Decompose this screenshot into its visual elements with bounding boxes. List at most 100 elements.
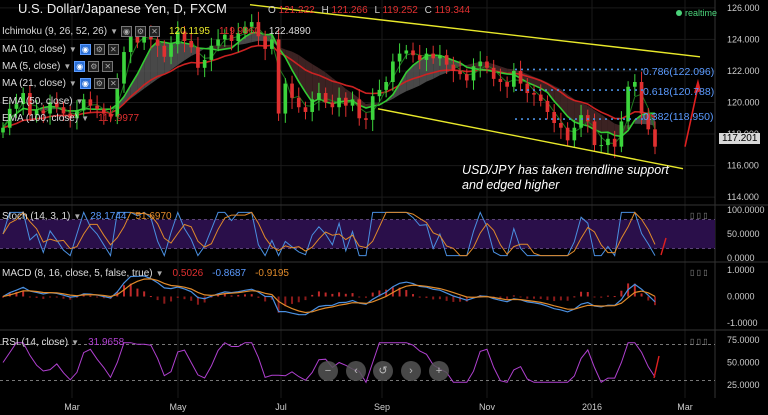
- macd-histogram-bar: [149, 296, 152, 298]
- macd-histogram-bar: [62, 296, 65, 299]
- candle-body: [572, 127, 577, 141]
- y-tick-label: 122.000: [727, 66, 760, 76]
- rsi-tick-label: 25.0000: [727, 380, 760, 390]
- scroll-right-icon[interactable]: ›: [401, 361, 421, 381]
- rsi-pane-controls[interactable]: ▯ ▯ ▯: [690, 337, 708, 346]
- candle-body: [142, 33, 146, 43]
- zoom-in-icon[interactable]: +: [429, 361, 449, 381]
- macd-histogram-bar: [459, 296, 462, 302]
- close-icon[interactable]: ✕: [148, 26, 160, 37]
- y-tick-label: 116.000: [727, 161, 759, 171]
- candle-body: [370, 96, 375, 120]
- macd-histogram-bar: [143, 291, 146, 297]
- macd-histogram-bar: [351, 293, 354, 297]
- ohlc-readout: O 121.222 H 121.266 L 119.252 C 119.344: [268, 5, 471, 16]
- macd-pane-controls[interactable]: ▯ ▯ ▯: [690, 268, 708, 277]
- macd-histogram-bar: [243, 294, 246, 297]
- macd-histogram-bar: [445, 296, 448, 301]
- reset-icon[interactable]: ↺: [373, 361, 393, 381]
- candle-body: [337, 97, 341, 108]
- x-tick-label: Mar: [64, 402, 80, 412]
- trend-channel: [249, 4, 701, 170]
- macd-histogram-bar: [600, 296, 603, 298]
- candle-body: [626, 86, 630, 122]
- dropdown-icon[interactable]: ▼: [73, 212, 82, 221]
- macd-histogram-bar: [398, 287, 401, 297]
- indicator-ma10[interactable]: MA (10, close) ▼ ◉ ⚙ ✕: [2, 44, 119, 55]
- x-tick-label: Mar: [677, 402, 693, 412]
- close-icon[interactable]: ✕: [107, 78, 119, 89]
- dropdown-icon[interactable]: ▼: [110, 27, 118, 36]
- candle-body: [61, 107, 66, 114]
- dropdown-icon[interactable]: ▼: [155, 269, 164, 278]
- macd-histogram-bar: [203, 296, 206, 303]
- dropdown-icon[interactable]: ▼: [81, 114, 90, 123]
- macd-histogram-bar: [593, 296, 596, 298]
- dropdown-icon[interactable]: ▼: [63, 62, 72, 71]
- eye-icon[interactable]: ◉: [74, 61, 86, 72]
- eye-icon[interactable]: ◉: [79, 78, 91, 89]
- macd-histogram-bar: [452, 296, 455, 302]
- dropdown-icon[interactable]: ▼: [75, 97, 84, 106]
- eye-icon[interactable]: ◉: [120, 26, 132, 37]
- x-tick-label: May: [169, 402, 187, 412]
- candle-body: [175, 31, 180, 45]
- candle-body: [196, 47, 200, 68]
- gear-icon[interactable]: ⚙: [93, 78, 105, 89]
- close-icon[interactable]: ✕: [107, 44, 119, 55]
- indicator-ema100[interactable]: EMA (100, close) ▼ 117.9977: [2, 113, 140, 124]
- macd-histogram-bar: [586, 292, 589, 297]
- candle-body: [612, 138, 617, 147]
- macd-tick-label: 0.0000: [727, 292, 755, 302]
- candle-body: [88, 99, 93, 106]
- zoom-out-icon[interactable]: −: [318, 361, 338, 381]
- dropdown-icon[interactable]: ▼: [68, 79, 77, 88]
- dropdown-icon[interactable]: ▼: [71, 338, 80, 347]
- gear-icon[interactable]: ⚙: [134, 26, 146, 37]
- indicator-ma21[interactable]: MA (21, close) ▼ ◉ ⚙ ✕: [2, 78, 119, 89]
- indicator-ma5[interactable]: MA (5, close) ▼ ◉ ⚙ ✕: [2, 61, 114, 72]
- stoch-tick-label: 100.0000: [727, 205, 765, 215]
- macd-histogram-bar: [559, 296, 562, 301]
- candle-body: [343, 97, 348, 106]
- indicator-ema50[interactable]: EMA (50, close) ▼: [2, 96, 84, 107]
- candle-body: [532, 93, 536, 95]
- indicator-ichimoku[interactable]: Ichimoku (9, 26, 52, 26) ▼ ◉ ⚙ ✕ 120.1195 1…: [2, 26, 311, 37]
- macd-histogram-bar: [2, 296, 4, 298]
- fib-label-618: 0.618(120.788): [643, 86, 715, 98]
- gear-icon[interactable]: ⚙: [93, 44, 105, 55]
- dropdown-icon[interactable]: ▼: [68, 45, 77, 54]
- macd-histogram-bar: [250, 294, 253, 297]
- candle-body: [108, 113, 113, 117]
- signal-line: [2, 278, 656, 314]
- candle-body: [155, 39, 160, 46]
- macd-histogram-bar: [512, 295, 515, 297]
- candle-body: [606, 138, 610, 146]
- close-icon[interactable]: ✕: [102, 61, 114, 72]
- stoch-pane: [0, 210, 715, 258]
- macd-histogram-bar: [230, 295, 233, 297]
- candle-body: [28, 93, 32, 116]
- candle-body: [350, 99, 355, 106]
- stoch-legend[interactable]: Stoch (14, 3, 1) ▼ 28.1744 51.6970: [2, 211, 172, 222]
- candle-body: [95, 105, 99, 109]
- candle-body: [222, 34, 227, 40]
- macd-histogram-bar: [42, 296, 45, 299]
- macd-histogram-bar: [69, 296, 72, 300]
- gear-icon[interactable]: ⚙: [88, 61, 100, 72]
- macd-legend[interactable]: MACD (8, 16, close, 5, false, true) ▼ 0.5…: [2, 268, 289, 279]
- macd-histogram-bar: [75, 296, 78, 298]
- candle-body: [169, 44, 173, 57]
- candle-body: [330, 102, 335, 108]
- candle-body: [424, 53, 429, 60]
- macd-histogram-bar: [546, 296, 549, 301]
- scroll-left-icon[interactable]: ‹: [346, 361, 366, 381]
- candle-body: [283, 83, 288, 114]
- stoch-pane-controls[interactable]: ▯ ▯ ▯: [690, 211, 708, 220]
- macd-histogram-bar: [183, 296, 186, 300]
- eye-icon[interactable]: ◉: [79, 44, 91, 55]
- macd-histogram-bar: [55, 296, 58, 298]
- rsi-legend[interactable]: RSI (14, close) ▼ 31.9658: [2, 337, 125, 348]
- candle-body: [317, 93, 321, 100]
